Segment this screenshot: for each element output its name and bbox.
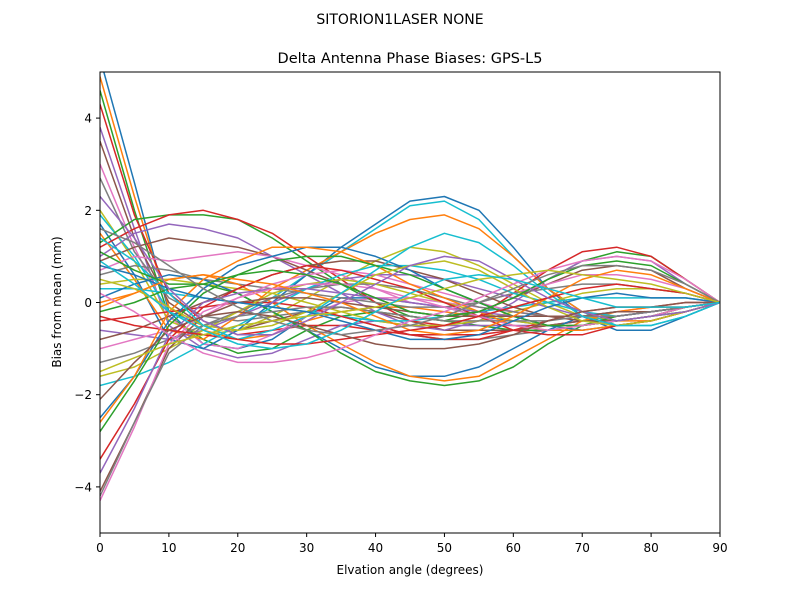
figure-suptitle: SITORION1LASER NONE [316, 12, 483, 28]
y-tick-label: 2 [84, 204, 92, 218]
series-line-48 [100, 228, 720, 336]
x-tick-label: 50 [437, 541, 452, 555]
series-line-49 [100, 269, 720, 373]
y-axis-label: Bias from mean (mm) [50, 236, 64, 367]
y-tick-label: −2 [74, 388, 92, 402]
series-line-45 [100, 196, 720, 336]
series-line-50 [100, 260, 720, 350]
x-tick-label: 90 [712, 541, 727, 555]
x-tick-label: 30 [299, 541, 314, 555]
series-line-41 [100, 264, 720, 341]
chart-title: Delta Antenna Phase Biases: GPS-L5 [278, 51, 543, 67]
x-tick-label: 40 [368, 541, 383, 555]
series-line-40 [100, 232, 720, 341]
y-tick-label: −4 [74, 480, 92, 494]
series-line-47 [100, 255, 720, 364]
x-tick-label: 60 [506, 541, 521, 555]
x-axis-label: Elvation angle (degrees) [337, 563, 484, 577]
x-tick-label: 80 [643, 541, 658, 555]
x-tick-label: 70 [575, 541, 590, 555]
x-axis-ticks: 0 10 20 30 40 50 60 70 80 90 [96, 533, 728, 555]
series-line-43 [100, 251, 720, 318]
series-layer [100, 72, 720, 502]
x-tick-label: 10 [161, 541, 176, 555]
x-tick-label: 20 [230, 541, 245, 555]
series-line-11 [100, 195, 720, 350]
y-tick-label: 0 [84, 296, 92, 310]
x-tick-label: 0 [96, 541, 104, 555]
y-axis-ticks: −4 −2 0 2 4 [74, 112, 100, 494]
y-tick-label: 4 [84, 112, 92, 126]
